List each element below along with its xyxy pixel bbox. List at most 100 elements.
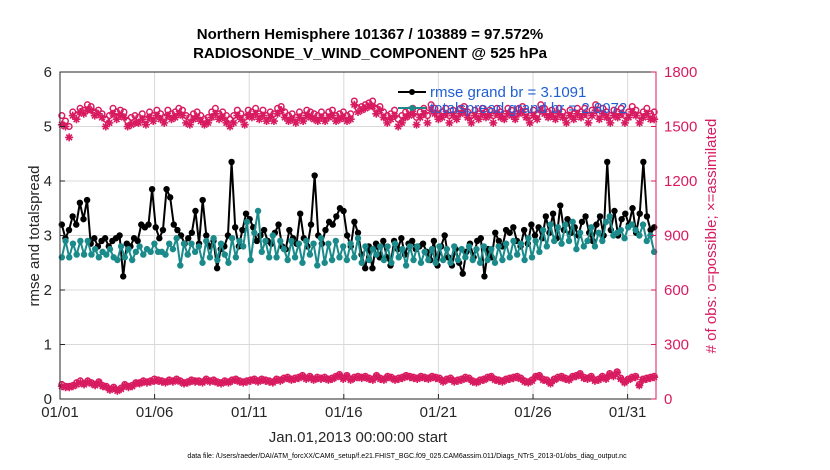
data-point-obs_low_assimilated (298, 372, 307, 381)
data-point-obs_low_assimilated (561, 375, 570, 384)
data-point-totalspread (606, 213, 613, 220)
data-point-rmse (629, 205, 636, 212)
data-point-totalspread (103, 251, 110, 258)
data-point-obs_low_assimilated (416, 373, 425, 382)
y-tick-label-right: 600 (664, 282, 689, 299)
data-point-obs_low_assimilated (405, 373, 414, 382)
data-point-rmse (80, 215, 87, 223)
data-point-totalspread (125, 245, 132, 253)
data-point-obs_assimilated (558, 113, 567, 122)
data-point-obs_assimilated (617, 109, 626, 118)
data-point-rmse (228, 158, 235, 166)
data-point-totalspread (210, 235, 217, 242)
data-point-obs_low_assimilated (57, 382, 66, 391)
data-point-totalspread (414, 243, 421, 250)
data-point-obs_low_assimilated (328, 375, 337, 384)
data-point-rmse (322, 226, 329, 234)
data-point-totalspread (547, 221, 554, 228)
data-point-obs_assimilated (639, 113, 648, 122)
data-point-totalspread (584, 237, 591, 245)
data-point-obs_assimilated (174, 109, 183, 118)
data-point-totalspread (247, 256, 254, 264)
data-point-totalspread (295, 240, 302, 247)
data-point-rmse (593, 221, 600, 228)
data-point-obs_low_assimilated (627, 374, 636, 383)
data-point-obs_assimilated (134, 118, 143, 127)
data-point-rmse (163, 185, 170, 193)
data-point-rmse (459, 270, 466, 277)
data-point-obs_assimilated (401, 113, 410, 122)
data-point-totalspread (351, 254, 358, 261)
data-point-totalspread (436, 243, 443, 250)
data-point-obs_assimilated (116, 111, 125, 120)
data-point-obs_assimilated (624, 113, 633, 122)
data-point-totalspread (395, 254, 402, 261)
data-point-obs_assimilated (481, 113, 490, 122)
data-point-totalspread (114, 256, 121, 264)
data-point-rmse (73, 221, 80, 228)
data-point-obs_assimilated (544, 113, 553, 122)
data-point-totalspread (499, 256, 506, 264)
data-point-rmse (441, 232, 448, 239)
data-point-obs_low_assimilated (639, 375, 648, 384)
data-point-obs_low_assimilated (372, 372, 381, 381)
data-point-obs_low_assimilated (172, 375, 181, 384)
data-point-obs_low_assimilated (335, 371, 344, 380)
data-point-totalspread (399, 245, 406, 253)
data-point-totalspread (602, 218, 610, 226)
data-point-obs_low_assimilated (265, 377, 274, 386)
data-point-obs_assimilated (302, 111, 311, 120)
data-point-obs_low_assimilated (453, 376, 462, 385)
data-point-obs_assimilated (460, 107, 469, 116)
data-point-obs_assimilated (533, 115, 542, 124)
data-point-obs_assimilated (606, 118, 615, 127)
data-point-rmse (369, 265, 376, 272)
data-point-totalspread (558, 240, 565, 247)
data-point-obs_low_assimilated (587, 373, 596, 382)
data-point-obs_low_assimilated (520, 377, 529, 386)
data-point-obs_low_assimilated (128, 382, 137, 391)
data-point-obs_low_assimilated (117, 385, 126, 394)
data-point-obs_assimilated (478, 109, 487, 118)
data-point-obs_low_assimilated (302, 375, 311, 384)
data-point-obs_assimilated (379, 113, 388, 122)
data-point-obs_low_assimilated (613, 368, 622, 377)
data-point-obs_low_assimilated (550, 375, 559, 384)
data-point-obs_assimilated (233, 111, 242, 120)
data-point-totalspread (550, 237, 558, 245)
data-point-obs_assimilated (514, 109, 523, 118)
data-point-totalspread (173, 235, 180, 242)
data-point-obs_low_assimilated (379, 375, 388, 384)
data-point-rmse (495, 237, 503, 245)
data-point-totalspread (258, 248, 265, 256)
data-point-obs_low_assimilated (472, 378, 481, 387)
data-point-rmse (340, 207, 347, 215)
chart-title-line2: RADIOSONDE_V_WIND_COMPONENT @ 525 hPa (193, 45, 548, 62)
data-point-obs_assimilated (57, 120, 66, 129)
data-point-obs_low_assimilated (142, 378, 151, 387)
data-point-obs_low_assimilated (361, 373, 370, 382)
data-point-totalspread (195, 243, 203, 250)
data-point-totalspread (232, 254, 240, 261)
x-axis-label: Jan.01,2013 00:00:00 start (269, 429, 448, 446)
data-point-obs_assimilated (182, 118, 191, 127)
data-point-obs_assimilated (467, 118, 476, 127)
data-point-obs_assimilated (236, 115, 245, 124)
data-point-totalspread (554, 224, 562, 231)
data-point-obs_low_assimilated (213, 378, 222, 387)
x-tick-label: 01/31 (609, 404, 647, 421)
data-point-rmse (231, 224, 239, 231)
data-point-obs_assimilated (361, 104, 370, 113)
data-point-totalspread (347, 240, 354, 247)
data-point-obs_possible (131, 112, 139, 120)
data-point-obs_assimilated (178, 111, 187, 120)
data-point-obs_low_assimilated (87, 379, 96, 388)
data-point-obs_assimilated (507, 111, 516, 120)
data-point-obs_assimilated (141, 120, 150, 129)
data-point-totalspread (599, 237, 606, 245)
data-point-totalspread (506, 254, 513, 261)
data-point-obs_low_assimilated (620, 378, 629, 387)
data-point-obs_assimilated (500, 115, 509, 124)
data-point-totalspread (510, 237, 517, 245)
data-point-obs_possible (226, 115, 234, 123)
